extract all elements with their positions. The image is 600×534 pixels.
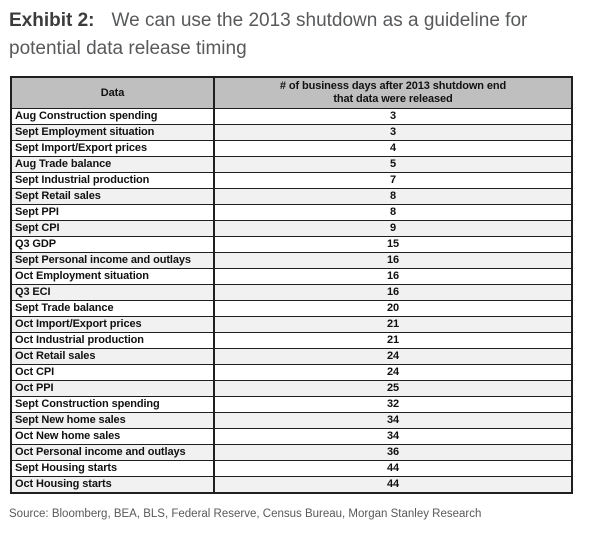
table-row: Sept Housing starts 44 [10, 460, 573, 477]
exhibit-title: Exhibit 2: We can use the 2013 shutdown a… [9, 7, 581, 63]
table-row: Oct Employment situation 16 [10, 268, 573, 285]
table-row: Oct Retail sales 24 [10, 348, 573, 365]
table-row: Oct Industrial production 21 [10, 332, 573, 349]
table-row: Oct Housing starts 44 [10, 476, 573, 494]
days-cell: 16 [213, 284, 573, 301]
exhibit-container: Exhibit 2: We can use the 2013 shutdown a… [9, 7, 581, 520]
table-row: Oct Import/Export prices 21 [10, 316, 573, 333]
days-cell: 16 [213, 252, 573, 269]
table-row: Oct New home sales 34 [10, 428, 573, 445]
days-cell: 32 [213, 396, 573, 413]
days-cell: 24 [213, 348, 573, 365]
data-cell: Oct Personal income and outlays [10, 444, 215, 461]
data-cell: Sept PPI [10, 204, 215, 221]
days-cell: 15 [213, 236, 573, 253]
days-cell: 25 [213, 380, 573, 397]
days-cell: 5 [213, 156, 573, 173]
days-cell: 8 [213, 188, 573, 205]
data-cell: Sept CPI [10, 220, 215, 237]
days-cell: 21 [213, 316, 573, 333]
data-cell: Sept Construction spending [10, 396, 215, 413]
days-cell: 34 [213, 412, 573, 429]
data-cell: Sept Trade balance [10, 300, 215, 317]
table-row: Sept Import/Export prices 4 [10, 140, 573, 157]
data-cell: Oct Housing starts [10, 476, 215, 494]
table-row: Sept CPI 9 [10, 220, 573, 237]
data-cell: Aug Trade balance [10, 156, 215, 173]
days-cell: 21 [213, 332, 573, 349]
days-cell: 9 [213, 220, 573, 237]
data-cell: Sept Industrial production [10, 172, 215, 189]
data-cell: Sept Retail sales [10, 188, 215, 205]
table-row: Oct Personal income and outlays 36 [10, 444, 573, 461]
data-cell: Oct CPI [10, 364, 215, 381]
days-cell: 16 [213, 268, 573, 285]
exhibit-title-text: We can use the 2013 shutdown as a guidel… [9, 10, 528, 59]
days-cell: 7 [213, 172, 573, 189]
table-row: Sept Construction spending 32 [10, 396, 573, 413]
table-row: Sept New home sales 34 [10, 412, 573, 429]
days-cell: 8 [213, 204, 573, 221]
days-cell: 44 [213, 476, 573, 494]
data-cell: Sept Personal income and outlays [10, 252, 215, 269]
table-row: Oct PPI 25 [10, 380, 573, 397]
header-row: Data # of business days after 2013 shutd… [10, 76, 573, 109]
days-cell: 24 [213, 364, 573, 381]
column-header-days: # of business days after 2013 shutdown e… [213, 76, 573, 109]
table-row: Oct CPI 24 [10, 364, 573, 381]
table-row: Sept Trade balance 20 [10, 300, 573, 317]
days-cell: 34 [213, 428, 573, 445]
table-row: Aug Construction spending 3 [10, 108, 573, 125]
data-cell: Q3 GDP [10, 236, 215, 253]
data-cell: Oct New home sales [10, 428, 215, 445]
data-cell: Sept Employment situation [10, 124, 215, 141]
days-cell: 20 [213, 300, 573, 317]
data-cell: Oct Import/Export prices [10, 316, 215, 333]
table-row: Sept Employment situation 3 [10, 124, 573, 141]
days-cell: 44 [213, 460, 573, 477]
data-cell: Sept New home sales [10, 412, 215, 429]
source-note: Source: Bloomberg, BEA, BLS, Federal Res… [9, 508, 482, 520]
data-cell: Oct Industrial production [10, 332, 215, 349]
data-cell: Oct Retail sales [10, 348, 215, 365]
exhibit-number-label: Exhibit 2: [9, 10, 95, 31]
data-cell: Oct Employment situation [10, 268, 215, 285]
data-cell: Sept Import/Export prices [10, 140, 215, 157]
days-cell: 3 [213, 124, 573, 141]
days-cell: 3 [213, 108, 573, 125]
table-row: Sept Retail sales 8 [10, 188, 573, 205]
data-cell: Aug Construction spending [10, 108, 215, 125]
table-row: Aug Trade balance 5 [10, 156, 573, 173]
data-cell: Sept Housing starts [10, 460, 215, 477]
table-row: Q3 GDP 15 [10, 236, 573, 253]
table-row: Sept PPI 8 [10, 204, 573, 221]
data-cell: Oct PPI [10, 380, 215, 397]
days-cell: 36 [213, 444, 573, 461]
table-header: Data # of business days after 2013 shutd… [10, 76, 573, 109]
table-row: Q3 ECI 16 [10, 284, 573, 301]
column-header-data: Data [10, 76, 215, 109]
table-row: Sept Personal income and outlays 16 [10, 252, 573, 269]
days-cell: 4 [213, 140, 573, 157]
table-row: Sept Industrial production 7 [10, 172, 573, 189]
data-cell: Q3 ECI [10, 284, 215, 301]
table-body: Aug Construction spending 3 Sept Employmen… [10, 108, 573, 494]
data-release-table: Data # of business days after 2013 shutd… [10, 76, 573, 494]
